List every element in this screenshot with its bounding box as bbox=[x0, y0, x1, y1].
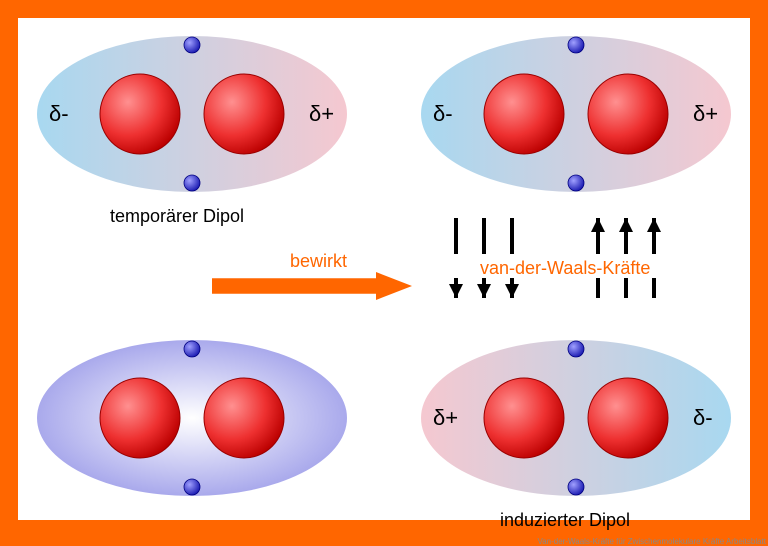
delta-left: δ+ bbox=[433, 405, 458, 430]
force-arrow-head bbox=[505, 284, 519, 298]
svg-layer: δ-δ+δ-δ+δ+δ- bbox=[0, 0, 768, 546]
electron-1 bbox=[568, 175, 584, 191]
molecule-body bbox=[421, 340, 731, 496]
force-arrow-head bbox=[477, 284, 491, 298]
atom-0 bbox=[100, 74, 180, 154]
atom-1 bbox=[588, 378, 668, 458]
atom-1 bbox=[204, 378, 284, 458]
electron-0 bbox=[184, 341, 200, 357]
footer-caption: Van-der-Waals-Kräfte für Zwischenmolekul… bbox=[537, 537, 766, 546]
atom-1 bbox=[204, 74, 284, 154]
delta-right: δ+ bbox=[693, 101, 718, 126]
delta-right: δ+ bbox=[309, 101, 334, 126]
atom-0 bbox=[100, 378, 180, 458]
label-temp-dipole: temporärer Dipol bbox=[110, 206, 244, 227]
force-arrow-head bbox=[619, 218, 633, 232]
molecule-bottom-left bbox=[37, 340, 347, 496]
force-arrow-head bbox=[647, 218, 661, 232]
molecule-bottom-right: δ+ δ- bbox=[421, 340, 731, 496]
force-arrow-head bbox=[449, 284, 463, 298]
electron-1 bbox=[184, 479, 200, 495]
bewirkt-arrow bbox=[212, 272, 412, 300]
electron-0 bbox=[184, 37, 200, 53]
label-bewirkt: bewirkt bbox=[290, 251, 347, 272]
delta-left: δ- bbox=[49, 101, 69, 126]
label-vdw: van-der-Waals-Kräfte bbox=[480, 258, 650, 279]
force-arrow-head bbox=[591, 218, 605, 232]
electron-1 bbox=[184, 175, 200, 191]
atom-0 bbox=[484, 74, 564, 154]
electron-0 bbox=[568, 341, 584, 357]
label-induced-dipole: induzierter Dipol bbox=[500, 510, 630, 531]
molecule-body bbox=[421, 36, 731, 192]
molecule-top-right: δ-δ+ bbox=[421, 36, 731, 192]
molecule-top-left: δ-δ+ bbox=[37, 36, 347, 192]
delta-right: δ- bbox=[693, 405, 713, 430]
electron-0 bbox=[568, 37, 584, 53]
diagram-root: δ-δ+δ-δ+δ+δ- temporärer Dipol induzierte… bbox=[0, 0, 768, 546]
electron-1 bbox=[568, 479, 584, 495]
atom-1 bbox=[588, 74, 668, 154]
molecule-body bbox=[37, 36, 347, 192]
delta-left: δ- bbox=[433, 101, 453, 126]
molecule-body bbox=[37, 340, 347, 496]
atom-0 bbox=[484, 378, 564, 458]
